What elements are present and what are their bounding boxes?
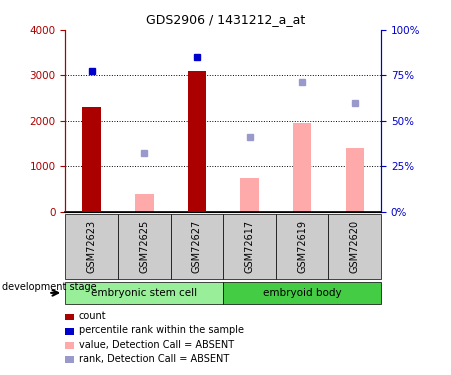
- Text: count: count: [79, 311, 106, 321]
- Text: GSM72620: GSM72620: [350, 220, 360, 273]
- Text: development stage: development stage: [2, 282, 97, 292]
- Text: embryoid body: embryoid body: [263, 288, 341, 298]
- Text: embryonic stem cell: embryonic stem cell: [91, 288, 198, 298]
- Bar: [188, 71, 206, 212]
- Text: GSM72619: GSM72619: [297, 220, 307, 273]
- Text: GDS2906 / 1431212_a_at: GDS2906 / 1431212_a_at: [146, 13, 305, 26]
- Text: percentile rank within the sample: percentile rank within the sample: [79, 326, 244, 335]
- Text: GSM72625: GSM72625: [139, 220, 149, 273]
- Bar: [345, 148, 364, 212]
- Bar: [83, 107, 101, 212]
- Text: GSM72617: GSM72617: [244, 220, 254, 273]
- Text: value, Detection Call = ABSENT: value, Detection Call = ABSENT: [79, 340, 234, 350]
- Bar: [240, 178, 259, 212]
- Bar: [135, 194, 153, 212]
- Text: rank, Detection Call = ABSENT: rank, Detection Call = ABSENT: [79, 354, 229, 364]
- Text: GSM72627: GSM72627: [192, 220, 202, 273]
- Bar: [293, 123, 311, 212]
- Text: GSM72623: GSM72623: [87, 220, 97, 273]
